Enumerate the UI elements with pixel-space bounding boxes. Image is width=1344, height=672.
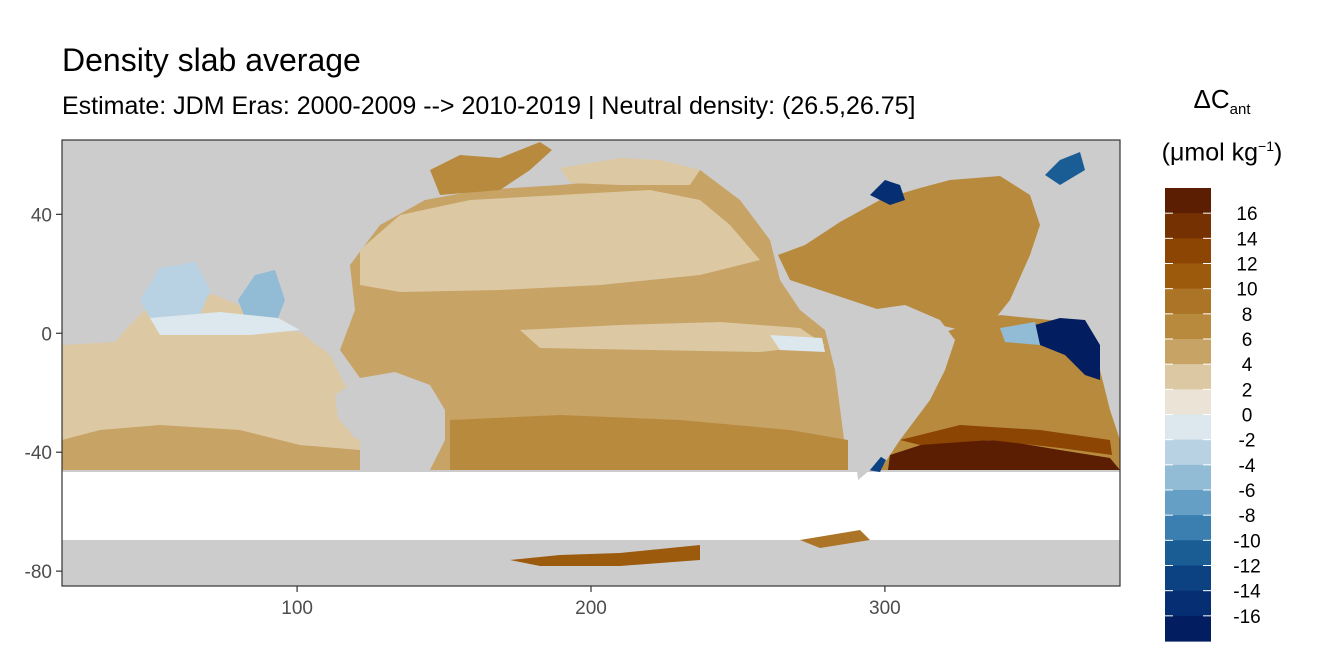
legend-label: -4 [1239, 456, 1256, 477]
legend-label: 6 [1242, 330, 1253, 351]
legend-unit-suffix: ) [1274, 138, 1283, 167]
south-atlantic-mid [900, 425, 1112, 455]
legend-title-symbol: ΔCant [1152, 84, 1292, 118]
legend-swatch [1165, 439, 1211, 466]
okhotsk-bering-field [430, 142, 552, 195]
x-tick-label: 200 [575, 598, 607, 619]
legend-swatch [1165, 339, 1211, 365]
legend-label: -6 [1239, 481, 1256, 502]
legend-label: -12 [1233, 557, 1260, 578]
weddell-sea-fringe [800, 530, 870, 548]
map-subtitle: Estimate: JDM Eras: 2000-2009 --> 2010-2… [62, 92, 916, 120]
north-atlantic-field [778, 176, 1040, 330]
indian-equatorial-light [150, 312, 300, 335]
tropical-atlantic-blue [1035, 318, 1100, 380]
north-pacific-light [360, 190, 760, 292]
legend-swatch [1165, 389, 1211, 416]
legend-swatch [1165, 238, 1211, 265]
legend-swatch [1165, 313, 1211, 340]
legend-label: -8 [1239, 506, 1256, 527]
y-tick-label: 0 [41, 324, 52, 345]
gulf-of-alaska-field [560, 158, 700, 185]
south-pacific-darker [450, 415, 848, 470]
south-atlantic-dark [888, 440, 1120, 470]
map-title: Density slab average [62, 42, 361, 78]
legend-swatch [1165, 515, 1211, 541]
ross-sea-field [510, 545, 700, 566]
legend-label: 0 [1242, 406, 1253, 427]
legend-unit-prefix: (μmol kg [1161, 138, 1259, 167]
legend-swatch [1165, 565, 1211, 592]
legend-label: -2 [1239, 431, 1256, 452]
x-tick-label: 100 [281, 598, 313, 619]
legend-swatch [1165, 464, 1211, 491]
labrador-sea-blue [870, 180, 905, 205]
legend-swatch [1165, 288, 1211, 315]
legend-swatch [1165, 213, 1211, 239]
south-america-land [838, 305, 955, 480]
legend-label: 2 [1242, 380, 1253, 401]
legend-label: -14 [1233, 582, 1261, 603]
legend-swatch [1165, 615, 1211, 642]
x-axis: 100 200 300 [281, 586, 901, 619]
legend-label: 12 [1236, 255, 1257, 276]
legend-label: -10 [1233, 531, 1260, 552]
legend-label: -16 [1233, 607, 1260, 628]
tropical-atlantic-lightblue [1000, 322, 1040, 345]
legend-label: 8 [1242, 305, 1253, 326]
legend-unit-superscript: −1 [1258, 138, 1274, 154]
indian-ocean-south [62, 425, 360, 470]
nordic-sea-blue [1045, 152, 1085, 185]
equatorial-pacific-light [520, 322, 825, 352]
legend-swatch [1165, 414, 1211, 441]
indian-ocean-field [62, 295, 360, 470]
legend-label: 10 [1236, 280, 1257, 301]
legend-label: 14 [1236, 229, 1258, 250]
legend-swatch [1165, 590, 1211, 617]
legend-label: 16 [1236, 204, 1257, 225]
arabian-sea-blue [140, 262, 210, 318]
y-axis: 40 0 -40 -80 [25, 205, 62, 583]
drake-passage-blue [868, 455, 886, 472]
y-tick-label: 40 [31, 205, 52, 226]
legend-swatch [1165, 490, 1211, 516]
y-tick-label: -80 [25, 562, 52, 583]
legend-colorbar: 16 14 12 10 8 6 4 2 0 -2 -4 -6 -8 -10 -12 -14 -16 [1165, 188, 1261, 642]
legend-swatch [1165, 364, 1211, 390]
legend-title-unit: (μmol kg−1) [1152, 138, 1292, 167]
east-pacific-pale [770, 335, 825, 352]
legend-swatch [1165, 188, 1211, 214]
x-tick-label: 300 [869, 598, 901, 619]
legend-title-subscript: ant [1229, 101, 1251, 119]
legend-swatch [1165, 263, 1211, 290]
y-tick-label: -40 [25, 443, 52, 464]
bay-of-bengal-blue [238, 270, 285, 318]
legend-swatch [1165, 540, 1211, 567]
legend-title-symbol-text: ΔC [1193, 84, 1230, 114]
southern-ocean-nodata [62, 472, 1120, 540]
legend-label: 4 [1242, 355, 1253, 376]
australia-land [335, 372, 445, 452]
